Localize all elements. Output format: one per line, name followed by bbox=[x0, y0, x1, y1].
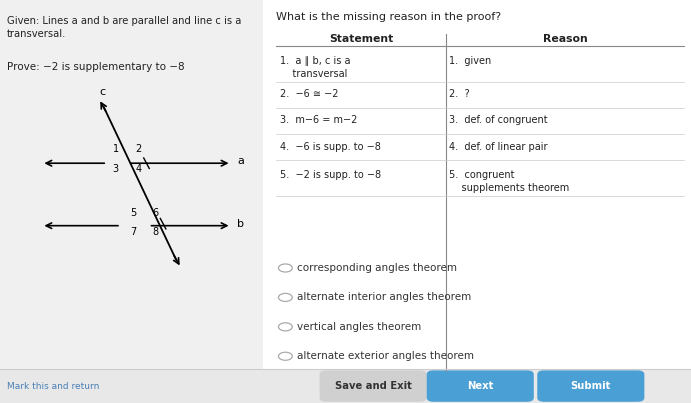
Text: 2.  ?: 2. ? bbox=[449, 89, 470, 99]
Text: a: a bbox=[237, 156, 244, 166]
Text: What is the missing reason in the proof?: What is the missing reason in the proof? bbox=[276, 12, 502, 22]
Text: 5: 5 bbox=[131, 208, 137, 218]
Text: 7: 7 bbox=[131, 227, 137, 237]
Text: Next: Next bbox=[467, 381, 493, 391]
FancyBboxPatch shape bbox=[537, 370, 644, 402]
Text: b: b bbox=[237, 219, 244, 229]
Text: Reason: Reason bbox=[542, 34, 587, 44]
FancyBboxPatch shape bbox=[0, 369, 691, 403]
FancyBboxPatch shape bbox=[426, 370, 533, 402]
FancyBboxPatch shape bbox=[0, 0, 263, 371]
Text: c: c bbox=[100, 87, 105, 97]
Text: alternate interior angles theorem: alternate interior angles theorem bbox=[297, 293, 471, 302]
Text: 6: 6 bbox=[152, 208, 158, 218]
Text: vertical angles theorem: vertical angles theorem bbox=[297, 322, 422, 332]
Text: Save and Exit: Save and Exit bbox=[334, 381, 412, 391]
Text: alternate exterior angles theorem: alternate exterior angles theorem bbox=[297, 351, 474, 361]
Text: 1.  given: 1. given bbox=[449, 56, 491, 66]
Text: 3.  def. of congruent: 3. def. of congruent bbox=[449, 115, 548, 125]
Text: 1: 1 bbox=[113, 144, 119, 154]
Text: Submit: Submit bbox=[571, 381, 611, 391]
Text: Prove: −2 is supplementary to −8: Prove: −2 is supplementary to −8 bbox=[7, 62, 184, 73]
Text: 4: 4 bbox=[135, 164, 142, 174]
Text: 2: 2 bbox=[135, 144, 142, 154]
FancyBboxPatch shape bbox=[263, 0, 691, 371]
Text: 3: 3 bbox=[113, 164, 119, 174]
Text: 2.  −6 ≅ −2: 2. −6 ≅ −2 bbox=[280, 89, 339, 99]
Text: 5.  congruent
    supplements theorem: 5. congruent supplements theorem bbox=[449, 170, 569, 193]
Text: 5.  −2 is supp. to −8: 5. −2 is supp. to −8 bbox=[280, 170, 381, 180]
Text: 8: 8 bbox=[152, 227, 158, 237]
Text: 4.  −6 is supp. to −8: 4. −6 is supp. to −8 bbox=[280, 141, 381, 152]
Text: Given: Lines a and b are parallel and line c is a
transversal.: Given: Lines a and b are parallel and li… bbox=[7, 16, 241, 39]
Text: corresponding angles theorem: corresponding angles theorem bbox=[297, 263, 457, 273]
Text: 1.  a ∥ b, c is a
    transversal: 1. a ∥ b, c is a transversal bbox=[280, 56, 350, 79]
Text: Statement: Statement bbox=[329, 34, 393, 44]
Text: 3.  m−6 = m−2: 3. m−6 = m−2 bbox=[280, 115, 357, 125]
Text: 4.  def. of linear pair: 4. def. of linear pair bbox=[449, 141, 548, 152]
Text: Mark this and return: Mark this and return bbox=[7, 382, 100, 391]
FancyBboxPatch shape bbox=[319, 370, 427, 402]
